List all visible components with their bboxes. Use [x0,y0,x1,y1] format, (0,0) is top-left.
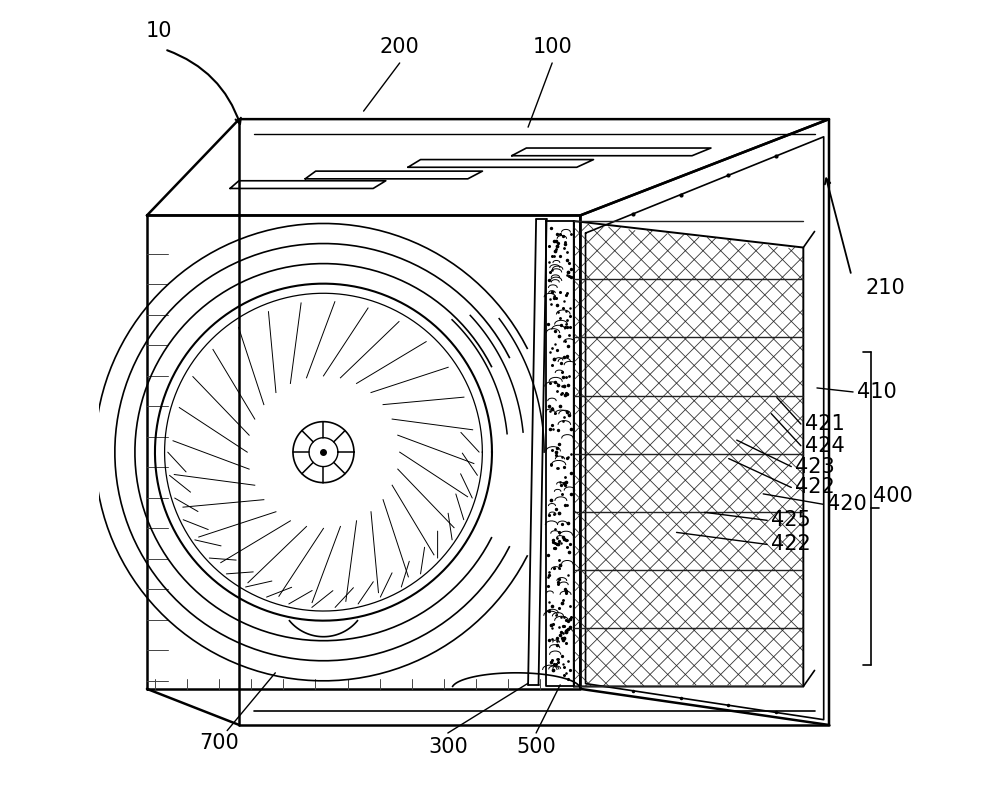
Text: 100: 100 [532,37,572,57]
Text: 423: 423 [795,457,835,477]
Text: 420: 420 [827,494,867,515]
Text: 700: 700 [199,733,239,752]
Text: 422: 422 [795,478,835,498]
Text: 421: 421 [805,414,845,434]
Text: 210: 210 [865,278,905,297]
Text: 425: 425 [771,511,811,530]
Text: 400: 400 [873,486,913,507]
Text: 10: 10 [146,21,172,41]
Text: 300: 300 [428,738,468,757]
Text: 500: 500 [516,738,556,757]
Text: 424: 424 [805,436,845,456]
Text: 410: 410 [857,382,897,402]
Text: 422: 422 [771,534,811,554]
Text: 200: 200 [380,37,420,57]
